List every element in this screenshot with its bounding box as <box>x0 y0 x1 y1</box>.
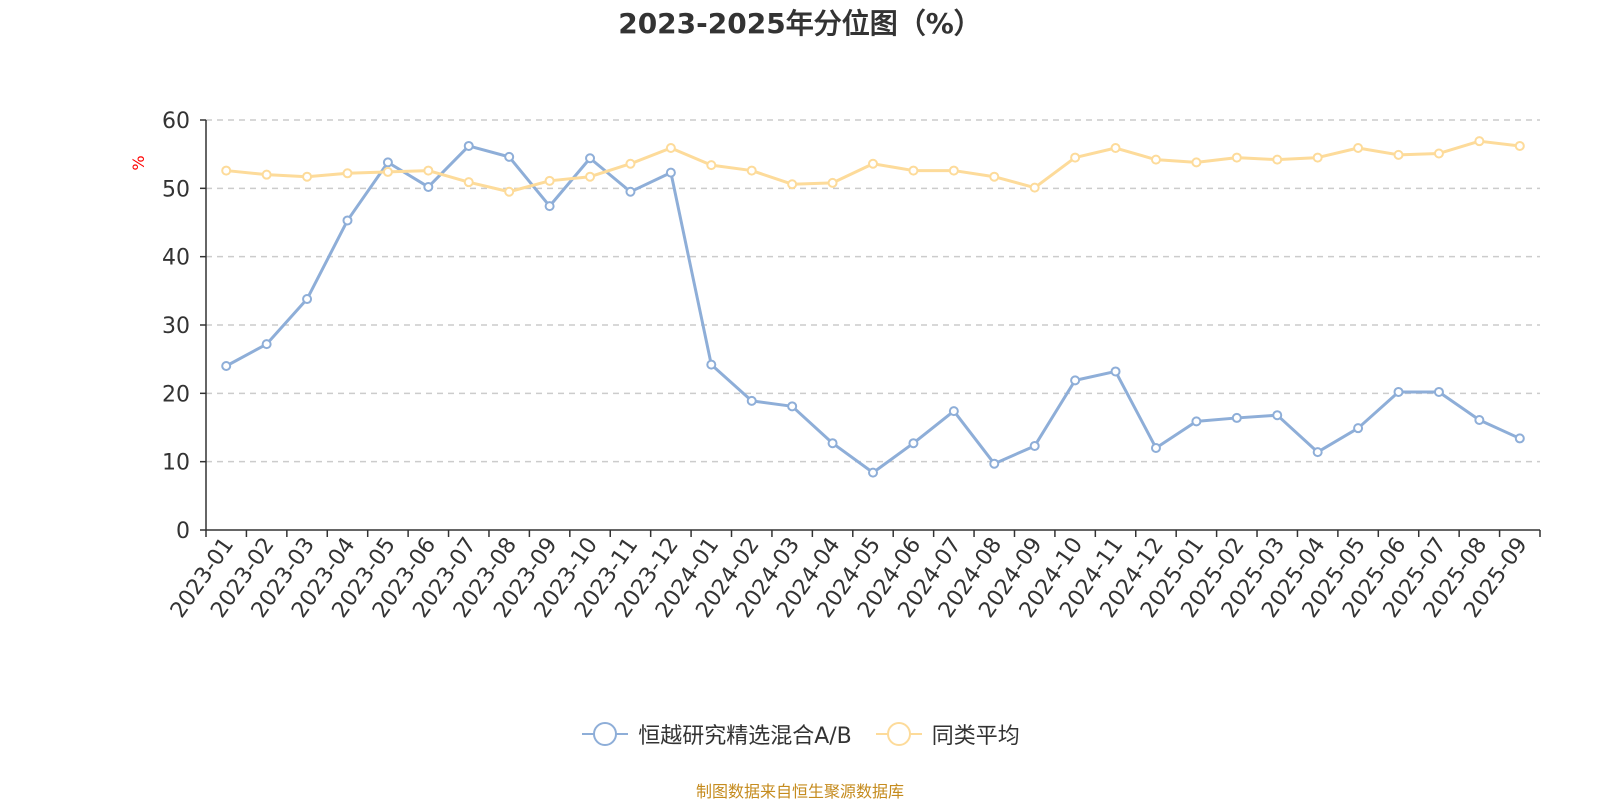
series-2-point <box>1353 143 1364 154</box>
series-1-point <box>1433 386 1444 397</box>
series-2-point <box>1393 149 1404 160</box>
series-line-1 <box>225 144 1521 475</box>
series-1-point <box>1514 433 1525 444</box>
series-1-point <box>382 157 393 168</box>
series-1-point <box>585 153 596 164</box>
series-2-point <box>504 186 515 197</box>
series-2-point <box>1514 140 1525 151</box>
series-1-point <box>1474 414 1485 425</box>
axes: 01020304050602023-012023-022023-032023-0… <box>162 109 1541 623</box>
series-2-point <box>625 158 636 169</box>
series-1-point <box>544 201 555 212</box>
series-1-point <box>1231 412 1242 423</box>
series-2-point <box>665 143 676 154</box>
series-2-point <box>1231 152 1242 163</box>
series-2-point <box>302 171 313 182</box>
series-2-point <box>1474 136 1485 147</box>
source-note: 制图数据来自恒生聚源数据库 <box>695 782 904 801</box>
y-tick-label: 30 <box>162 314 190 339</box>
series-lines <box>221 136 1525 478</box>
series-2-point <box>1150 154 1161 165</box>
series-2-point <box>827 177 838 188</box>
series-1-point <box>989 458 1000 469</box>
series-2-point <box>1272 154 1283 165</box>
series-2-point <box>1029 182 1040 193</box>
series-1-point <box>302 294 313 305</box>
series-1-point <box>342 215 353 226</box>
series-2-point <box>868 158 878 169</box>
series-2-point <box>908 165 919 176</box>
series-1-point <box>1110 366 1121 377</box>
series-1-point <box>746 395 757 406</box>
series-2-point <box>261 169 272 180</box>
series-2-point <box>585 171 596 182</box>
y-tick-label: 0 <box>176 519 190 544</box>
y-tick-label: 60 <box>162 109 190 134</box>
series-1-point <box>1070 375 1081 386</box>
series-2-point <box>1191 157 1202 168</box>
series-1-point <box>423 181 434 192</box>
series-1-point <box>261 339 272 350</box>
series-1-point <box>827 438 838 449</box>
series-2-point <box>1070 152 1081 163</box>
y-tick-label: 40 <box>162 246 190 271</box>
series-2-point <box>1433 148 1444 159</box>
series-2-point <box>544 175 555 186</box>
series-2-point <box>463 177 474 188</box>
series-2-point <box>948 165 959 176</box>
series-1-point <box>1393 386 1404 397</box>
series-1-point <box>908 438 919 449</box>
series-2-point <box>746 165 757 176</box>
series-2-point <box>706 160 717 171</box>
series-1-point <box>1191 416 1202 427</box>
series-2-point <box>787 179 798 190</box>
legend: 恒越研究精选混合A/B 同类平均 <box>0 718 1600 750</box>
series-1-point <box>665 167 676 178</box>
chart-title: 2023-2025年分位图（%） <box>618 7 982 40</box>
series-1-point <box>463 140 474 151</box>
series-1-point <box>787 401 798 412</box>
series-1-point <box>504 151 515 162</box>
series-1-point <box>221 361 232 371</box>
y-tick-label: 10 <box>162 451 190 476</box>
legend-label: 恒越研究精选混合A/B <box>638 724 852 749</box>
legend-swatch <box>875 722 922 746</box>
series-1-point <box>948 406 959 417</box>
y-axis-unit-label: % <box>129 155 148 170</box>
series-2-point <box>1110 143 1121 154</box>
series-1-point <box>1312 447 1323 458</box>
series-2-point <box>342 168 353 179</box>
series-2-point <box>221 165 232 176</box>
series-1-point <box>1353 423 1364 434</box>
y-tick-label: 20 <box>162 382 190 407</box>
legend-swatch <box>582 722 629 746</box>
legend-label: 同类平均 <box>931 724 1020 749</box>
series-2-point <box>423 165 434 176</box>
y-tick-label: 50 <box>162 177 190 202</box>
series-1-point <box>1029 440 1040 451</box>
legend-item-1[interactable]: 恒越研究精选混合A/B <box>580 718 852 750</box>
series-2-point <box>989 171 1000 182</box>
legend-item-2[interactable]: 同类平均 <box>874 718 1020 750</box>
series-1-point <box>1150 443 1161 453</box>
series-1-point <box>625 186 636 197</box>
series-2-point <box>1312 152 1323 163</box>
series-1-point <box>706 359 717 370</box>
series-1-point <box>1272 410 1283 421</box>
series-1-point <box>868 467 878 478</box>
series-2-point <box>382 166 393 177</box>
